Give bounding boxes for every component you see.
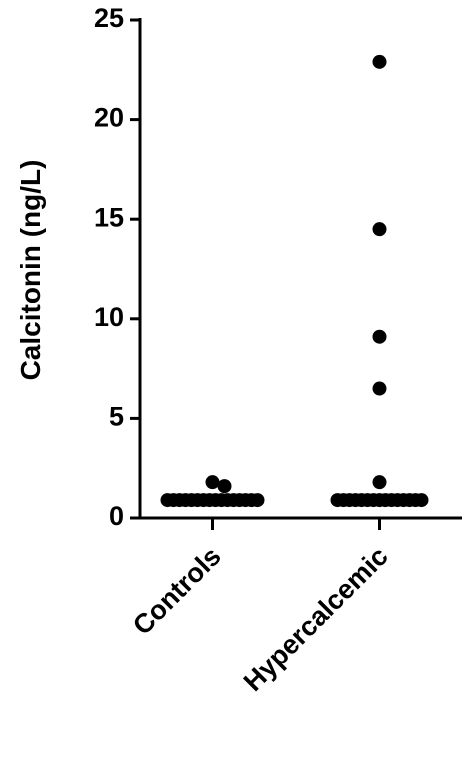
dot xyxy=(372,329,387,344)
dot xyxy=(372,475,387,490)
dot xyxy=(414,493,429,508)
x-tick-label: Controls xyxy=(127,541,227,641)
y-tick-label: 5 xyxy=(109,402,124,432)
y-tick-label: 10 xyxy=(94,302,124,332)
dot xyxy=(250,493,265,508)
dot xyxy=(372,54,387,69)
dot xyxy=(217,479,232,494)
dot xyxy=(205,475,220,490)
y-tick-label: 15 xyxy=(94,202,124,232)
x-tick-label: Hypercalcemic xyxy=(238,541,394,697)
dot xyxy=(372,381,387,396)
y-tick-label: 20 xyxy=(94,103,124,133)
y-tick-label: 25 xyxy=(94,3,124,33)
dot xyxy=(372,222,387,237)
y-tick-label: 0 xyxy=(109,501,124,531)
y-axis-label: Calcitonin (ng/L) xyxy=(15,160,46,381)
